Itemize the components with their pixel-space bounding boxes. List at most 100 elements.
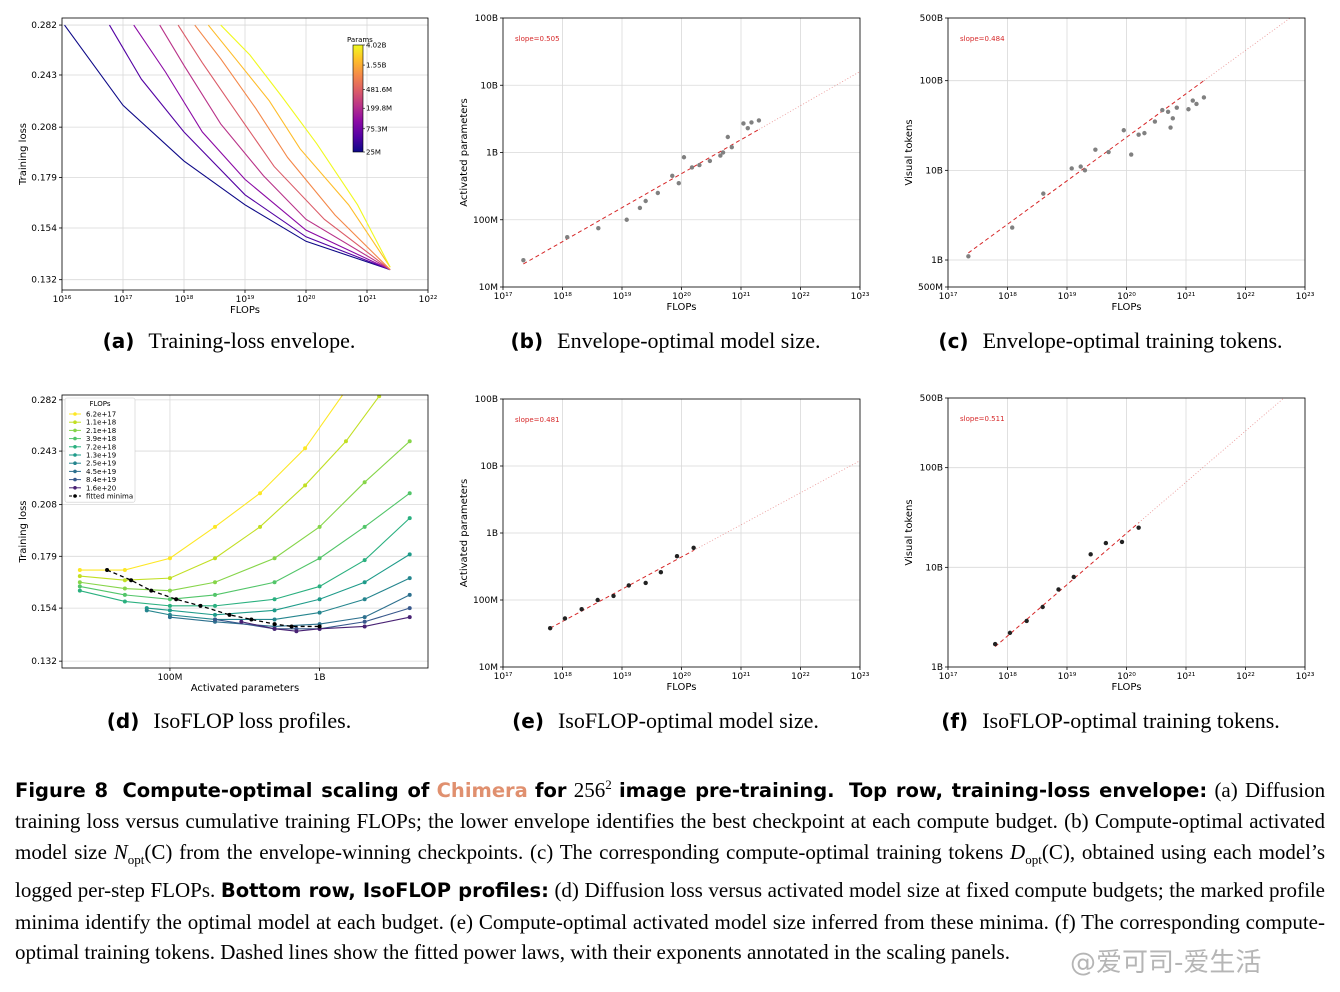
legend-marker bbox=[73, 486, 77, 490]
series-line bbox=[79, 517, 411, 607]
y-tick-label: 1B bbox=[486, 149, 498, 159]
data-point bbox=[756, 118, 762, 123]
data-point bbox=[407, 552, 412, 557]
subfigure-caption: (d) IsoFLOP loss profiles. bbox=[107, 708, 351, 733]
data-point bbox=[362, 619, 367, 624]
legend-marker bbox=[73, 477, 77, 482]
x-tick-label: 10¹⁸ bbox=[998, 672, 1017, 682]
series-line bbox=[177, 24, 391, 271]
y-tick-label: 1B bbox=[931, 663, 943, 673]
watermark: @爱可司-爱生活 bbox=[1070, 948, 1262, 978]
data-point bbox=[596, 225, 601, 231]
slope-annotation: slope=0.511 bbox=[960, 415, 1005, 423]
x-axis-label: FLOPs bbox=[667, 682, 697, 693]
data-point bbox=[407, 615, 412, 620]
data-point bbox=[303, 446, 308, 451]
subfigure-label: (a) bbox=[103, 329, 135, 353]
y-tick-label: 10B bbox=[480, 81, 498, 91]
data-point bbox=[1088, 552, 1093, 557]
legend-label: 6.2e+17 bbox=[86, 411, 116, 419]
x-tick-label: 10²² bbox=[419, 295, 438, 305]
data-point bbox=[624, 217, 629, 222]
data-point bbox=[521, 258, 526, 263]
x-tick-label: 10²² bbox=[791, 672, 810, 682]
data-point bbox=[167, 597, 172, 602]
data-point bbox=[212, 556, 217, 561]
data-point bbox=[407, 516, 412, 521]
data-point bbox=[129, 578, 134, 583]
x-tick-label: 10¹⁹ bbox=[236, 295, 255, 305]
data-point bbox=[1056, 587, 1061, 592]
data-point bbox=[105, 568, 110, 573]
y-axis-label: Activated parameters bbox=[459, 479, 470, 588]
x-tick-label: 10¹⁶ bbox=[53, 295, 72, 305]
data-point bbox=[595, 597, 600, 603]
data-point bbox=[362, 524, 367, 529]
series-line bbox=[79, 440, 411, 592]
legend-marker bbox=[73, 469, 77, 474]
legend-label: 1.6e+20 bbox=[86, 484, 116, 492]
data-point bbox=[344, 388, 348, 392]
data-point bbox=[1165, 109, 1171, 114]
fit-line bbox=[549, 549, 694, 629]
legend-marker bbox=[73, 494, 77, 498]
caption-title: Compute-optimal scaling of bbox=[122, 779, 430, 802]
plot-frame bbox=[947, 17, 1306, 288]
y-tick-label: 100B bbox=[920, 77, 943, 87]
legend-marker bbox=[73, 428, 77, 433]
x-axis-label: Activated parameters bbox=[191, 683, 300, 694]
data-point bbox=[691, 545, 696, 551]
subfigure-text: Envelope-optimal model size. bbox=[557, 328, 820, 353]
caption-symbol: N bbox=[113, 839, 128, 864]
data-point bbox=[362, 580, 367, 585]
data-point bbox=[407, 439, 412, 444]
data-point bbox=[1142, 130, 1147, 136]
colorbar-title: Params bbox=[347, 36, 373, 44]
x-tick-label: 10²² bbox=[1236, 292, 1255, 302]
plot-frame bbox=[947, 397, 1306, 668]
data-point bbox=[343, 439, 348, 444]
plot-frame bbox=[61, 17, 429, 291]
caption-text: from the envelope-winning checkpoints. (… bbox=[179, 839, 1004, 864]
caption-heading: Bottom row, IsoFLOP profiles: bbox=[220, 879, 549, 903]
y-tick-label: 10B bbox=[480, 462, 498, 472]
data-point bbox=[258, 491, 263, 496]
data-point bbox=[1119, 539, 1125, 545]
y-tick-label: 10B bbox=[925, 166, 943, 176]
plot-frame bbox=[502, 398, 861, 668]
y-axis-label: Visual tokens bbox=[904, 499, 915, 565]
data-point bbox=[149, 588, 154, 593]
legend-label: 2.1e+18 bbox=[86, 427, 116, 435]
legend-label: 4.5e+19 bbox=[86, 468, 116, 476]
data-point bbox=[749, 120, 754, 125]
x-tick-label: 10¹⁹ bbox=[613, 672, 632, 682]
colorbar bbox=[352, 44, 364, 153]
data-point bbox=[167, 588, 172, 593]
y-tick-label: 0.282 bbox=[31, 396, 57, 406]
subfigure-text: Training-loss envelope. bbox=[148, 328, 355, 353]
data-point bbox=[303, 483, 308, 488]
subfigure-caption: (c) Envelope-optimal training tokens. bbox=[938, 328, 1282, 353]
y-tick-label: 10M bbox=[479, 663, 498, 673]
data-point bbox=[1136, 132, 1141, 137]
x-tick-label: 10²⁰ bbox=[672, 672, 691, 682]
data-point bbox=[407, 592, 412, 597]
caption-heading: Top row, training-loss envelope: bbox=[849, 779, 1208, 802]
colorbar-tick-label: 75.3M bbox=[366, 125, 388, 133]
data-point bbox=[122, 568, 127, 573]
y-tick-label: 10M bbox=[479, 283, 498, 293]
x-tick-label: 10²¹ bbox=[1177, 292, 1196, 302]
legend-label: 1.3e+19 bbox=[86, 452, 116, 460]
data-point bbox=[272, 580, 277, 585]
data-point bbox=[317, 610, 322, 615]
legend-label: 7.2e+18 bbox=[86, 443, 116, 451]
plot-frame bbox=[61, 394, 429, 669]
legend-label: 8.4e+19 bbox=[86, 476, 116, 484]
data-point bbox=[167, 603, 172, 608]
data-point bbox=[272, 617, 277, 622]
data-point bbox=[77, 588, 82, 593]
data-point bbox=[547, 625, 553, 631]
panel: 10¹⁷ 10¹⁸ 10¹⁹ 10²⁰ 10²¹ 10²² 10²³ 10M 100M 1B 10B… bbox=[459, 395, 870, 733]
subfigure-label: (d) bbox=[107, 709, 140, 733]
